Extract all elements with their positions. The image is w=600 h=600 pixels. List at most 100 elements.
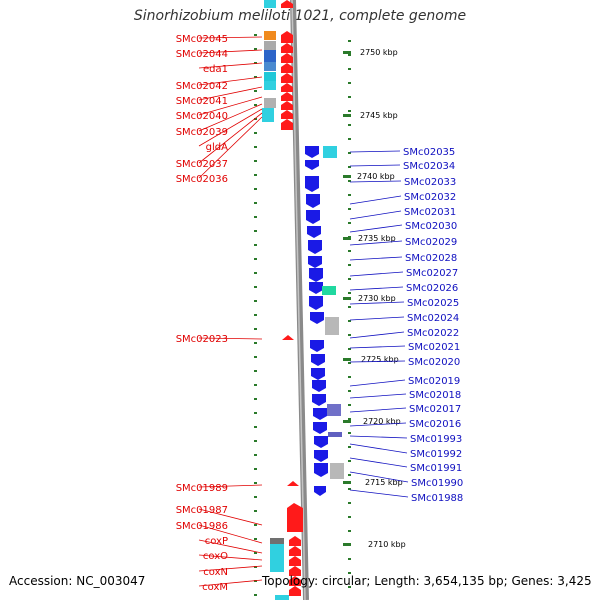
forward-gene-arrow[interactable] bbox=[289, 566, 301, 576]
forward-gene-arrow[interactable] bbox=[282, 335, 294, 340]
gene-label-left[interactable]: SMc01987 bbox=[176, 505, 228, 516]
gene-box[interactable] bbox=[264, 31, 276, 40]
gene-label-left[interactable]: SMc01986 bbox=[176, 521, 228, 532]
gene-box[interactable] bbox=[264, 41, 276, 50]
reverse-gene-arrow[interactable] bbox=[309, 268, 323, 282]
gene-label-left[interactable]: eda1 bbox=[203, 64, 228, 75]
gene-label-right[interactable]: SMc01992 bbox=[410, 449, 462, 460]
gene-label-right[interactable]: SMc01993 bbox=[410, 434, 462, 445]
gene-box[interactable] bbox=[264, 81, 276, 90]
gene-label-right[interactable]: SMc02017 bbox=[409, 404, 461, 415]
reverse-gene-arrow[interactable] bbox=[308, 256, 322, 268]
gene-label-left[interactable]: SMc02037 bbox=[176, 159, 228, 170]
gene-box[interactable] bbox=[275, 595, 289, 600]
reverse-gene-arrow[interactable] bbox=[306, 194, 320, 208]
gene-label-right[interactable]: SMc02025 bbox=[407, 298, 459, 309]
gene-label-right[interactable]: SMc02029 bbox=[405, 237, 457, 248]
gene-label-left[interactable]: SMc01989 bbox=[176, 483, 228, 494]
gene-label-right[interactable]: SMc02024 bbox=[407, 313, 459, 324]
gene-label-right[interactable]: SMc02035 bbox=[403, 147, 455, 158]
gene-label-left[interactable]: SMc02042 bbox=[176, 81, 228, 92]
gene-label-right[interactable]: SMc02018 bbox=[409, 390, 461, 401]
gene-box[interactable] bbox=[328, 432, 342, 437]
reverse-gene-arrow[interactable] bbox=[314, 436, 328, 448]
reverse-gene-arrow[interactable] bbox=[311, 368, 325, 380]
forward-gene-arrow[interactable] bbox=[289, 536, 301, 546]
forward-gene-arrow[interactable] bbox=[281, 31, 293, 43]
gene-box[interactable] bbox=[264, 72, 276, 81]
reverse-gene-arrow[interactable] bbox=[312, 394, 326, 406]
gene-label-left[interactable]: SMc02036 bbox=[176, 174, 228, 185]
reverse-gene-arrow[interactable] bbox=[305, 146, 319, 158]
gene-label-left[interactable]: coxP bbox=[205, 536, 228, 547]
gene-label-right[interactable]: SMc02016 bbox=[409, 419, 461, 430]
forward-gene-arrow[interactable] bbox=[287, 500, 303, 532]
forward-gene-arrow[interactable] bbox=[281, 63, 293, 73]
forward-gene-arrow[interactable] bbox=[289, 576, 301, 586]
gene-label-right[interactable]: SMc02033 bbox=[404, 177, 456, 188]
forward-gene-arrow[interactable] bbox=[281, 110, 293, 119]
reverse-gene-arrow[interactable] bbox=[314, 463, 328, 477]
gene-label-right[interactable]: SMc02032 bbox=[404, 192, 456, 203]
gene-box[interactable] bbox=[264, 0, 276, 8]
gene-label-left[interactable]: gldA bbox=[206, 142, 228, 153]
gene-label-right[interactable]: SMc02019 bbox=[408, 376, 460, 387]
gene-label-right[interactable]: SMc02028 bbox=[405, 253, 457, 264]
gene-label-right[interactable]: SMc02030 bbox=[405, 221, 457, 232]
forward-gene-arrow[interactable] bbox=[287, 481, 299, 486]
gene-label-right[interactable]: SMc01990 bbox=[411, 478, 463, 489]
gene-label-left[interactable]: SMc02044 bbox=[176, 49, 228, 60]
gene-label-right[interactable]: SMc02034 bbox=[403, 161, 455, 172]
forward-gene-arrow[interactable] bbox=[289, 586, 301, 596]
reverse-gene-arrow[interactable] bbox=[310, 340, 324, 352]
reverse-gene-arrow[interactable] bbox=[314, 486, 326, 496]
gene-box[interactable] bbox=[323, 146, 337, 158]
gene-label-left[interactable]: SMc02039 bbox=[176, 127, 228, 138]
forward-gene-arrow[interactable] bbox=[281, 53, 293, 63]
gene-label-right[interactable]: SMc01988 bbox=[411, 493, 463, 504]
reverse-gene-arrow[interactable] bbox=[311, 354, 325, 366]
reverse-gene-arrow[interactable] bbox=[309, 296, 323, 310]
gene-label-left[interactable]: SMc02041 bbox=[176, 96, 228, 107]
gene-label-right[interactable]: SMc02020 bbox=[408, 357, 460, 368]
gene-label-right[interactable]: SMc02027 bbox=[406, 268, 458, 279]
reverse-gene-arrow[interactable] bbox=[313, 408, 327, 420]
forward-gene-arrow[interactable] bbox=[281, 73, 293, 83]
forward-gene-arrow[interactable] bbox=[281, 43, 293, 53]
gene-box[interactable] bbox=[270, 538, 284, 544]
gene-label-left[interactable]: SMc02023 bbox=[176, 334, 228, 345]
gene-box[interactable] bbox=[327, 404, 341, 416]
gene-label-right[interactable]: SMc02031 bbox=[404, 207, 456, 218]
gene-label-right[interactable]: SMc02022 bbox=[407, 328, 459, 339]
gene-label-left[interactable]: SMc02045 bbox=[176, 34, 228, 45]
reverse-gene-arrow[interactable] bbox=[305, 160, 319, 170]
reverse-gene-arrow[interactable] bbox=[305, 176, 319, 192]
reverse-gene-arrow[interactable] bbox=[309, 282, 323, 294]
forward-gene-arrow[interactable] bbox=[281, 83, 293, 92]
gene-label-right[interactable]: SMc01991 bbox=[410, 463, 462, 474]
gene-box[interactable] bbox=[325, 317, 339, 335]
forward-gene-arrow[interactable] bbox=[281, 101, 293, 110]
forward-gene-arrow[interactable] bbox=[289, 546, 301, 556]
gene-box[interactable] bbox=[262, 108, 274, 122]
gene-label-left[interactable]: coxM bbox=[202, 582, 228, 593]
reverse-gene-arrow[interactable] bbox=[312, 380, 326, 392]
reverse-gene-arrow[interactable] bbox=[307, 226, 321, 238]
gene-box[interactable] bbox=[270, 538, 284, 572]
forward-gene-arrow[interactable] bbox=[281, 0, 293, 8]
reverse-gene-arrow[interactable] bbox=[314, 450, 328, 462]
gene-box[interactable] bbox=[322, 286, 336, 295]
forward-gene-arrow[interactable] bbox=[281, 92, 293, 101]
reverse-gene-arrow[interactable] bbox=[306, 210, 320, 224]
reverse-gene-arrow[interactable] bbox=[310, 312, 324, 324]
reverse-gene-arrow[interactable] bbox=[313, 422, 327, 434]
gene-box[interactable] bbox=[330, 463, 344, 479]
gene-box[interactable] bbox=[264, 50, 276, 62]
gene-label-left[interactable]: SMc02040 bbox=[176, 111, 228, 122]
gene-label-left[interactable]: coxN bbox=[203, 567, 228, 578]
reverse-gene-arrow[interactable] bbox=[308, 240, 322, 254]
gene-label-right[interactable]: SMc02026 bbox=[406, 283, 458, 294]
gene-box[interactable] bbox=[264, 98, 276, 108]
gene-label-right[interactable]: SMc02021 bbox=[408, 342, 460, 353]
